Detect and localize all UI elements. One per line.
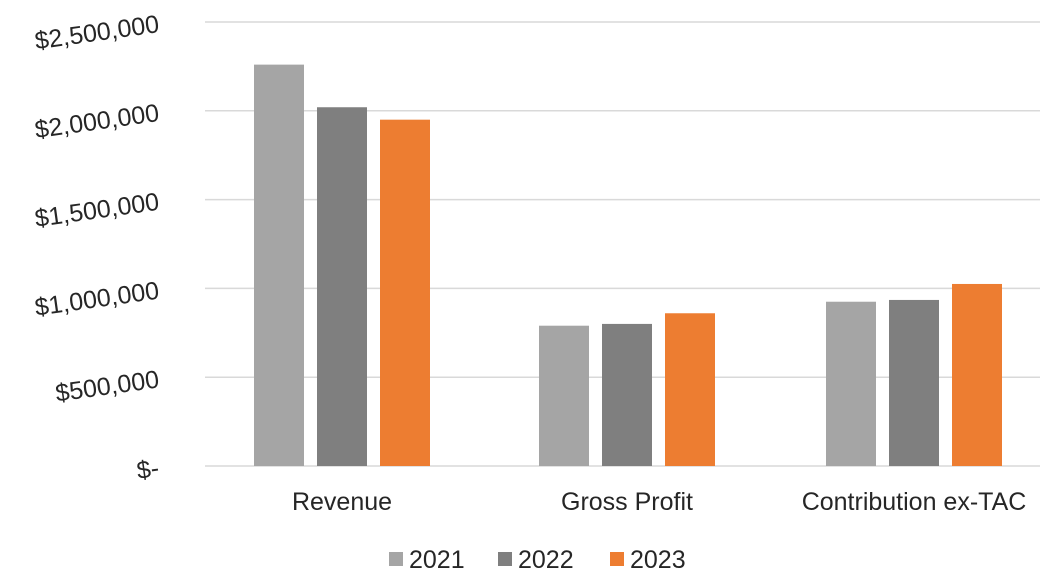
bar-2021-gross-profit (539, 325, 589, 466)
bar-2021-revenue (254, 64, 304, 467)
bar-2022-gross-profit (602, 323, 652, 466)
y-tick-label: $1,000,000 (33, 277, 161, 322)
category-label: Revenue (292, 488, 392, 516)
bars (254, 64, 1002, 467)
y-axis-tick-labels: $- $500,000 $1,000,000 $1,500,000 $2,000,000… (33, 10, 161, 485)
legend-label-2023: 2023 (630, 546, 686, 574)
y-tick-label: $500,000 (54, 365, 161, 407)
legend-label-2022: 2022 (518, 546, 574, 574)
y-tick-label: $1,500,000 (33, 188, 161, 233)
bar-2023-gross-profit (665, 313, 715, 466)
bar-2023-contribution-ex-tac (952, 283, 1002, 466)
legend-swatch-2023 (610, 552, 624, 566)
legend-label-2021: 2021 (409, 546, 465, 574)
legend-swatch-2022 (498, 552, 512, 566)
category-label: Gross Profit (561, 488, 693, 516)
bar-2022-contribution-ex-tac (889, 299, 939, 466)
category-labels: Revenue Gross Profit Contribution ex-TAC (292, 488, 1026, 516)
bar-2022-revenue (317, 107, 367, 467)
y-tick-label: $2,000,000 (33, 99, 161, 144)
category-label: Contribution ex-TAC (802, 488, 1027, 516)
bar-2021-contribution-ex-tac (826, 301, 876, 466)
legend-swatch-2021 (389, 552, 403, 566)
y-tick-label: $2,500,000 (33, 10, 161, 55)
legend: 2021 2022 2023 (389, 546, 686, 574)
y-tick-label: $- (135, 454, 161, 485)
bar-2023-revenue (380, 119, 430, 467)
